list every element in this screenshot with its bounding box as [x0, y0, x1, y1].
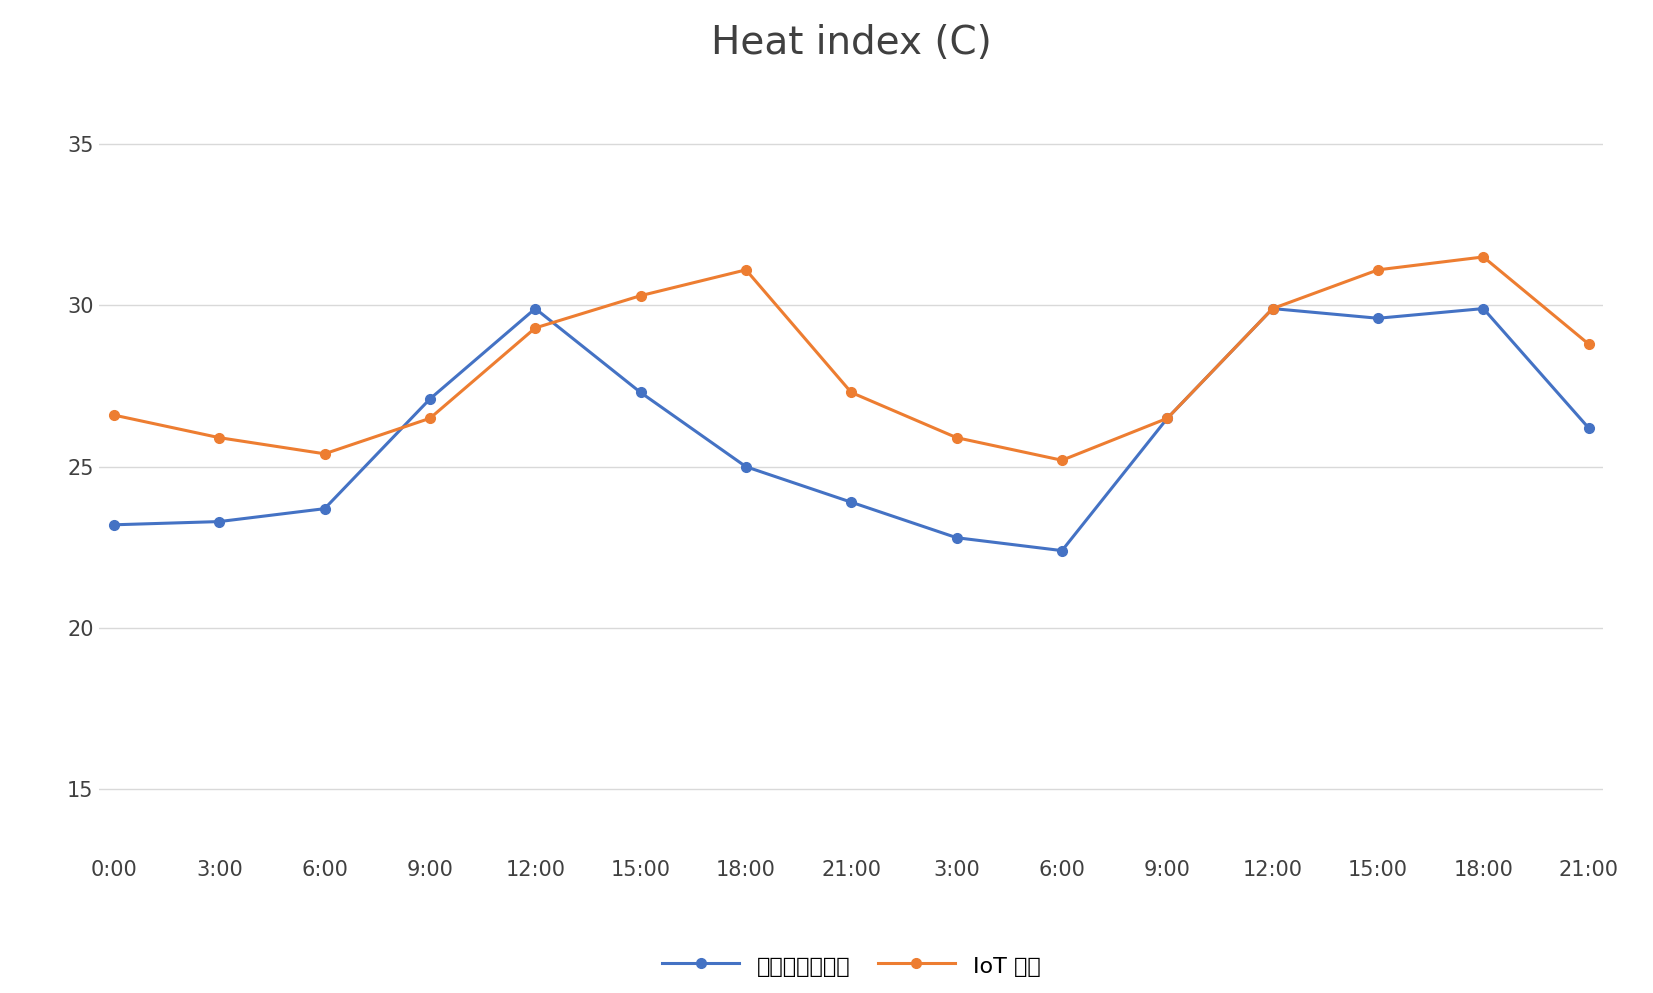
IoT 섹씨 [1473, 251, 1493, 263]
IoT 섹씨 [1263, 303, 1283, 315]
Line: 고해상도기상장: 고해상도기상장 [109, 304, 1593, 555]
고해상도기상장 [420, 393, 440, 405]
고해상도기상장 [736, 461, 755, 473]
고해상도기상장 [1369, 312, 1389, 324]
IoT 섹씨 [736, 264, 755, 276]
고해상도기상장 [104, 519, 124, 531]
고해상도기상장 [526, 303, 545, 315]
IoT 섹씨 [420, 412, 440, 424]
고해상도기상장 [210, 515, 230, 527]
고해상도기상장 [1579, 422, 1598, 434]
IoT 섹씨 [1369, 264, 1389, 276]
고해상도기상장 [841, 496, 861, 508]
고해상도기상장 [1263, 303, 1283, 315]
고해상도기상장 [947, 532, 967, 544]
IoT 섹씨 [104, 409, 124, 421]
고해상도기상장 [1051, 544, 1071, 556]
Line: IoT 섹씨: IoT 섹씨 [109, 252, 1593, 465]
IoT 섹씨 [1157, 412, 1177, 424]
IoT 섹씨 [314, 448, 334, 460]
IoT 섹씨 [1051, 455, 1071, 467]
IoT 섹씨 [841, 386, 861, 398]
IoT 섹씨 [210, 432, 230, 444]
고해상도기상장 [1157, 412, 1177, 424]
Legend: 고해상도기상장, IoT 섹씨: 고해상도기상장, IoT 섹씨 [651, 942, 1051, 988]
고해상도기상장 [314, 502, 334, 514]
고해상도기상장 [1473, 303, 1493, 315]
IoT 섹씨 [526, 322, 545, 334]
Title: Heat index (C): Heat index (C) [711, 25, 992, 63]
IoT 섹씨 [631, 290, 651, 302]
IoT 섹씨 [947, 432, 967, 444]
IoT 섹씨 [1579, 338, 1598, 350]
고해상도기상장 [631, 386, 651, 398]
